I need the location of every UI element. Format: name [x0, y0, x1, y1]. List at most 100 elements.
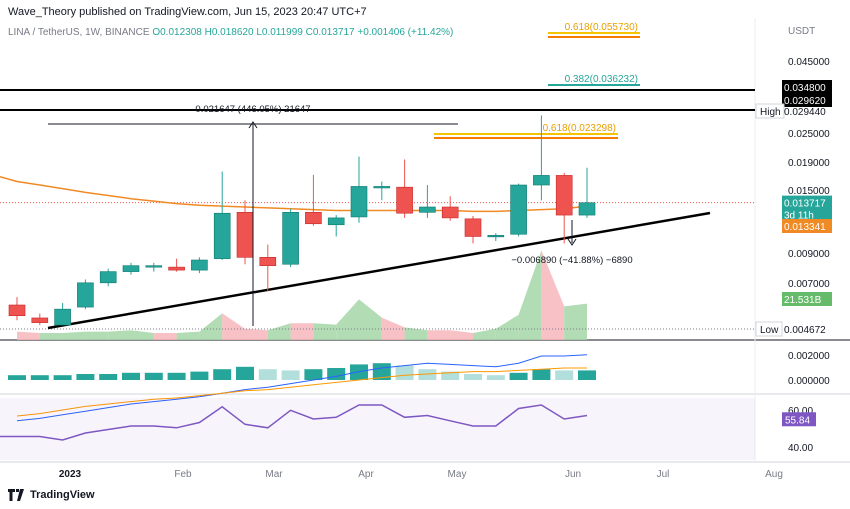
price-axis-tick: 0.007000: [788, 279, 830, 290]
time-axis-tick: 2023: [59, 469, 82, 480]
candle: [555, 172, 573, 244]
footer-brand: TradingView: [8, 489, 95, 501]
macd-histogram-bar: [76, 374, 95, 380]
volume-area-segment: [495, 314, 519, 340]
candle: [122, 262, 140, 275]
time-axis-tick: Jun: [565, 469, 581, 480]
candle: [578, 167, 596, 218]
candle: [191, 257, 208, 274]
candle: [31, 313, 49, 326]
volume-area-segment: [290, 323, 314, 340]
macd-histogram-bar: [258, 369, 277, 380]
ohlc-open: O0.012308: [152, 27, 202, 38]
candle-body: [31, 317, 49, 323]
candle-body: [533, 175, 550, 186]
fib-level-label: 0.618(0.023298): [543, 123, 616, 134]
macd-histogram-bar: [190, 371, 209, 380]
macd-histogram-bar: [167, 372, 186, 380]
candle: [77, 279, 94, 310]
candle-body: [487, 235, 505, 238]
rsi-axis-tick: 40.00: [788, 443, 813, 454]
candle-body: [350, 186, 368, 218]
candle: [510, 183, 527, 237]
candle: [145, 262, 163, 272]
time-axis-tick: Apr: [358, 469, 374, 480]
volume-tag: 21.531B: [784, 295, 822, 306]
candle: [350, 156, 368, 223]
candle-body: [213, 212, 231, 259]
time-axis-tick: May: [448, 469, 467, 480]
low-label: Low: [760, 325, 779, 336]
macd-histogram-bar: [236, 366, 254, 380]
candle-body: [578, 202, 596, 216]
candle-body: [327, 217, 345, 226]
volume-area-segment: [85, 331, 109, 340]
ohlc-values: O0.012308 H0.018620 L0.011999 C0.013717 …: [152, 27, 453, 38]
volume-area-segment: [131, 330, 154, 340]
candle-body: [282, 212, 299, 265]
volume-area-segment: [176, 331, 200, 340]
candle: [8, 297, 26, 321]
candle: [54, 302, 71, 326]
measure-down-label: −0.006890 (−41.88%) −6890: [511, 255, 632, 266]
currency-label: USDT: [788, 26, 816, 37]
footer-brand-label: TradingView: [30, 489, 95, 501]
price-axis-tick: 0.025000: [788, 129, 830, 140]
candle-body: [510, 184, 527, 235]
macd-histogram-bar: [281, 370, 300, 380]
price-axis-tick: 0.019000: [788, 158, 830, 169]
candle-body: [145, 265, 163, 268]
countdown-tag: 3d 11h: [784, 211, 814, 222]
macd-histogram-bar: [486, 375, 505, 380]
macd-histogram-bar: [213, 369, 232, 380]
volume-area-segment: [473, 328, 496, 340]
candle: [99, 268, 117, 287]
macd-histogram-bar: [99, 374, 118, 380]
volume-area-segment: [222, 313, 245, 340]
high-label: High: [760, 107, 781, 118]
macd-histogram-bar: [327, 368, 346, 380]
candle-body: [236, 212, 254, 258]
macd-signal-line: [16, 367, 587, 417]
candle: [419, 185, 436, 218]
resistance-price-tag-bg: [782, 93, 832, 107]
ohlc-close: C0.013717: [305, 27, 355, 38]
volume-area-segment: [518, 250, 542, 340]
last-price-tag-bg: [782, 195, 832, 222]
macd-histogram-bar: [350, 364, 368, 380]
symbol-name: LINA / TetherUS, 1W, BINANCE: [8, 27, 150, 38]
macd-histogram-bar: [464, 374, 482, 380]
ascending-trendline: [47, 211, 711, 330]
macd-histogram-bar: [8, 375, 26, 380]
macd-histogram-bar: [441, 371, 460, 380]
last-price-tag: 0.013717: [784, 199, 826, 210]
macd-histogram-bar: [532, 369, 551, 380]
volume-area-segment: [427, 330, 451, 340]
macd-axis-tick: 0.000000: [788, 376, 830, 387]
measure-arrow-icon: [248, 121, 258, 129]
publisher-caption: Wave_Theory published on TradingView.com…: [8, 6, 367, 18]
volume-area-segment: [245, 328, 268, 340]
macd-histogram-bar: [578, 370, 596, 380]
macd-axis-tick: 0.002000: [788, 351, 830, 362]
price-axis-tick: 0.045000: [788, 57, 830, 68]
fib-level-label: 0.382(0.036232): [565, 74, 638, 85]
volume-area-segment: [450, 330, 473, 340]
ema-line: [0, 175, 588, 213]
macd-histogram-bar: [144, 372, 163, 380]
volume-area-segment: [62, 331, 86, 340]
candle-body: [419, 206, 436, 213]
volume-area-segment: [267, 323, 291, 340]
candle: [464, 216, 482, 244]
volume-area-segment: [39, 333, 63, 340]
measure-up-label: 0.021647 (446.05%) 21647: [195, 104, 310, 115]
candle-body: [555, 175, 573, 216]
candle: [213, 171, 231, 261]
volume-area-segment: [359, 299, 382, 340]
candle-body: [99, 271, 117, 284]
candle-body: [77, 282, 94, 308]
volume-tag-bg: [782, 292, 832, 306]
symbol-legend: LINA / TetherUS, 1W, BINANCE O0.012308 H…: [8, 27, 453, 38]
ohlc-high: H0.018620: [204, 27, 254, 38]
